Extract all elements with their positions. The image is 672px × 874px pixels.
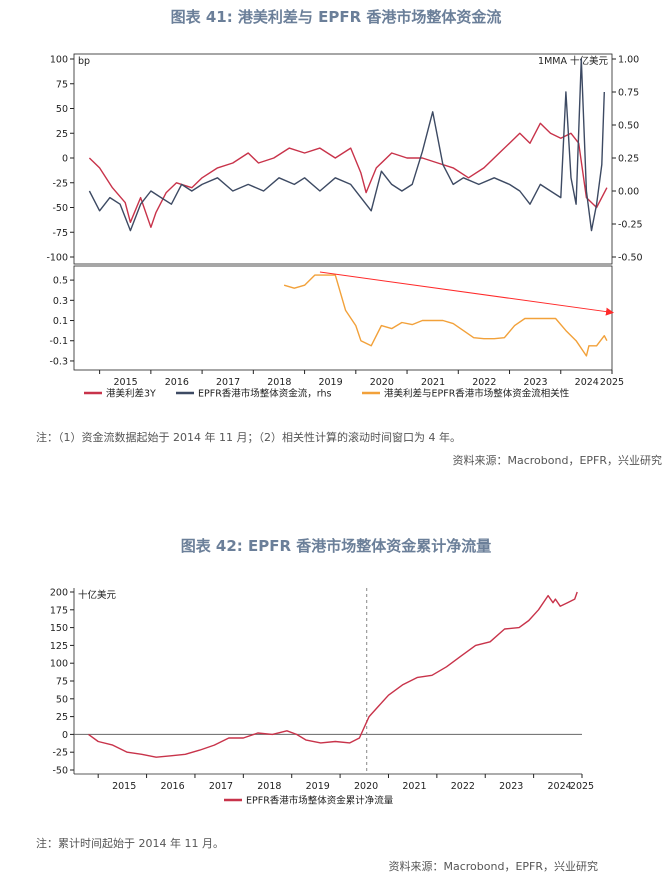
x-tick-label: 2015: [114, 377, 138, 388]
y-left-tick-label: -100: [46, 253, 68, 264]
figure41-source: 资料来源：Macrobond，EPFR，兴业研究: [452, 454, 662, 467]
y-tick-label: 125: [50, 641, 68, 652]
figure41-note: 注：（1）资金流数据起始于 2014 年 11 月；（2）相关性计算的滚动时间窗…: [36, 431, 461, 444]
legend-label-3: 港美利差与EPFR香港市场整体资金流相关性: [384, 388, 570, 400]
x-tick-label: 2020: [370, 377, 394, 388]
unit-label: 十亿美元: [78, 589, 117, 601]
y-tick-label: -0.1: [49, 336, 68, 347]
y-right-tick-label: 1.00: [618, 55, 639, 66]
x-tick-label: 2021: [421, 377, 445, 388]
series-correlation: [283, 274, 608, 357]
x-tick-label: 2023: [523, 377, 547, 388]
plot-frame-bottom: [73, 265, 613, 371]
trend-arrow: [319, 271, 614, 316]
x-tick-label: 2022: [451, 781, 475, 792]
x-tick-label: 2020: [354, 781, 378, 792]
y-right-tick-label: -0.25: [618, 220, 643, 231]
y-right-tick-label: -0.50: [618, 253, 643, 264]
y-tick-label: 100: [50, 659, 68, 670]
y-tick-label: 50: [56, 694, 68, 705]
y-right-tick-label: 0.75: [618, 88, 639, 99]
y-tick-label: 175: [50, 605, 68, 616]
plot-frame-top: [73, 53, 613, 265]
y-left-tick-label: 25: [56, 129, 68, 140]
y-right-tick-label: 0.00: [618, 187, 639, 198]
figure42-source: 资料来源：Macrobond，EPFR，兴业研究: [388, 860, 598, 873]
x-tick-label: 2018: [257, 781, 281, 792]
x-tick-label: 2017: [209, 781, 233, 792]
x-tick-label: 2016: [165, 377, 189, 388]
y-left-tick-label: 75: [56, 79, 68, 90]
chart41-bottom-panel: 0.5 0.3 0.1 -0.1 -0.3 2015 2016 2017 2018 2019 202…: [49, 265, 624, 388]
x-tick-label: 2017: [216, 377, 240, 388]
x-tick-label: 2018: [267, 377, 291, 388]
figure42-title: 图表 42: EPFR 香港市场整体资金累计净流量: [180, 537, 492, 555]
y-tick-label: 150: [50, 623, 68, 634]
series-epfr-flow: [88, 58, 605, 232]
y-tick-label: 200: [50, 588, 68, 599]
x-tick-label: 2022: [472, 377, 496, 388]
y-tick-label: -50: [52, 766, 68, 777]
y-tick-label: -25: [52, 748, 68, 759]
chart41-top-panel: 100 75 50 25 0 -25 -50 -75 -100 1.00 0.75 0.50 0.25 0…: [46, 53, 643, 265]
y-left-tick-label: 100: [50, 55, 68, 66]
x-tick-label: 2021: [402, 781, 426, 792]
y-left-tick-label: -50: [52, 203, 68, 214]
y-left-tick-label: -25: [52, 178, 68, 189]
x-tick-label: 2019: [318, 377, 342, 388]
y-tick-label: 0.5: [53, 276, 68, 287]
figure41-title: 图表 41: 港美利差与 EPFR 香港市场整体资金流: [170, 8, 502, 26]
x-tick-label: 2025: [600, 377, 624, 388]
y-left-tick-label: -75: [52, 228, 68, 239]
chart42: 200 175 150 125 100 75 50 25 0 -25 -50 2015 2016 2017…: [50, 588, 594, 807]
x-tick-label: 2019: [306, 781, 330, 792]
y-right-tick-label: 0.50: [618, 121, 639, 132]
right-unit-label: 1MMA 十亿美元: [538, 55, 608, 67]
x-tick-label: 2023: [499, 781, 523, 792]
x-tick-label: 2025: [570, 781, 594, 792]
series-spread-3y: [88, 122, 608, 229]
y-tick-label: 75: [56, 677, 68, 688]
y-tick-label: -0.3: [49, 356, 68, 367]
x-tick-label: 2015: [112, 781, 136, 792]
y-left-tick-label: 0: [62, 154, 68, 165]
chart42-panel: 200 175 150 125 100 75 50 25 0 -25 -50 2015 2016 2017…: [50, 588, 594, 807]
chart41-legend: 港美利差3Y EPFR香港市场整体资金流，rhs 港美利差与EPFR香港市场整体资金…: [84, 388, 570, 400]
legend-label: EPFR香港市场整体资金累计净流量: [246, 795, 394, 807]
y-right-tick-label: 0.25: [618, 154, 639, 165]
y-tick-label: 0.1: [53, 316, 68, 327]
legend-label-2: EPFR香港市场整体资金流，rhs: [198, 388, 332, 400]
x-tick-label: 2024: [575, 377, 599, 388]
x-tick-label: 2024: [548, 781, 572, 792]
y-tick-label: 0.3: [53, 296, 68, 307]
x-tick-label: 2016: [160, 781, 184, 792]
figure42-note: 注：累计时间起始于 2014 年 11 月。: [36, 837, 224, 850]
left-unit-label: bp: [78, 56, 90, 67]
legend-label-1: 港美利差3Y: [106, 388, 156, 400]
y-tick-label: 0: [62, 730, 68, 741]
series-cumulative-flow: [88, 591, 578, 758]
y-tick-label: 25: [56, 712, 68, 723]
y-left-tick-label: 50: [56, 104, 68, 115]
chart41: 100 75 50 25 0 -25 -50 -75 -100 1.00 0.75 0.50 0.25 0…: [46, 53, 643, 400]
